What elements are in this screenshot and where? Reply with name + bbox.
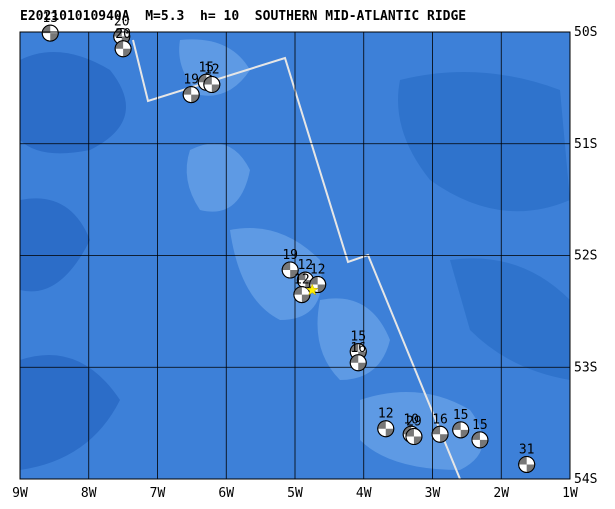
y-tick-label: 51S <box>574 137 597 152</box>
beachball-outline <box>114 40 132 58</box>
depth-label: 12 <box>204 63 220 78</box>
depth-label: 31 <box>519 442 535 457</box>
beachball-quadrant <box>471 431 488 448</box>
depth-label: 15 <box>350 330 366 345</box>
x-tick-label: 9W <box>12 486 28 501</box>
focal-mechanism <box>518 455 536 473</box>
focal-mechanism <box>405 428 423 446</box>
beachball-quadrant <box>183 86 200 103</box>
depth-label: 15 <box>198 60 214 75</box>
focal-mechanism <box>377 420 395 438</box>
beachball-quadrant <box>377 420 394 437</box>
map-frame <box>19 31 571 480</box>
focal-mechanism <box>471 431 489 449</box>
depth-label: 16 <box>432 412 448 427</box>
beachball-quadrant <box>405 428 422 445</box>
map-title: E202101010940A M=5.3 h= 10 SOUTHERN MID-… <box>20 9 466 24</box>
beachball-outline <box>293 286 311 304</box>
beachball-quadrant <box>432 426 449 443</box>
beachball-outline <box>203 76 221 94</box>
x-tick-label: 2W <box>493 486 509 501</box>
x-tick-label: 6W <box>218 486 234 501</box>
beachball-outline <box>452 421 470 439</box>
beachball-outline <box>182 86 200 104</box>
beachball-outline <box>377 420 395 438</box>
beachball-quadrant <box>293 286 310 303</box>
beachball-quadrant <box>282 262 299 279</box>
beachball-outline <box>281 261 299 279</box>
focal-mechanism <box>203 76 221 94</box>
y-tick-label: 52S <box>574 249 597 264</box>
depth-label: 12 <box>297 258 313 273</box>
depth-label: 20 <box>114 14 130 29</box>
x-tick-label: 4W <box>356 486 372 501</box>
focal-mechanism <box>281 261 299 279</box>
depth-label: 15 <box>453 408 469 423</box>
y-tick-label: 50S <box>574 25 597 40</box>
focal-mechanism <box>431 425 449 443</box>
beachball-outline <box>471 431 489 449</box>
depth-label: 20 <box>115 27 131 42</box>
beachball-quadrant <box>309 276 326 293</box>
beachball-quadrant <box>115 40 132 57</box>
focal-mechanism <box>182 86 200 104</box>
beachball-outline <box>518 455 536 473</box>
focal-mechanism <box>293 286 311 304</box>
epicenter-star <box>305 283 319 296</box>
depth-label: 19 <box>282 248 298 263</box>
focal-mechanism <box>349 354 367 372</box>
beachball-outline <box>405 428 423 446</box>
focal-mechanism <box>452 421 470 439</box>
y-tick-label: 54S <box>574 472 597 487</box>
beachball-quadrant <box>203 76 220 93</box>
plate-boundary <box>132 39 461 480</box>
beachball-quadrant <box>452 421 469 438</box>
x-tick-label: 8W <box>81 486 97 501</box>
y-tick-label: 53S <box>574 360 597 375</box>
x-tick-label: 3W <box>425 486 441 501</box>
beachball-quadrant <box>350 354 367 371</box>
x-tick-label: 7W <box>150 486 166 501</box>
beachball-quadrant <box>42 25 59 42</box>
depth-label: 29 <box>406 415 422 430</box>
beachball-outline <box>349 354 367 372</box>
beachball-outline <box>41 24 59 42</box>
depth-label: 12 <box>310 263 326 278</box>
depth-label: 10 <box>403 412 419 427</box>
depth-label: 16 <box>350 341 366 356</box>
depth-label: 13 <box>42 11 58 26</box>
focal-mechanism <box>41 24 59 42</box>
x-tick-label: 5W <box>287 486 303 501</box>
depth-label: 12 <box>378 407 394 422</box>
depth-label: 15 <box>472 418 488 433</box>
depth-label: 19 <box>183 73 199 88</box>
beachball-outline <box>309 276 327 294</box>
focal-mechanism <box>114 40 132 58</box>
x-tick-label: 1W <box>562 486 578 501</box>
beachball-quadrant <box>518 456 535 473</box>
beachball-outline <box>431 425 449 443</box>
depth-label: 12 <box>294 273 310 288</box>
